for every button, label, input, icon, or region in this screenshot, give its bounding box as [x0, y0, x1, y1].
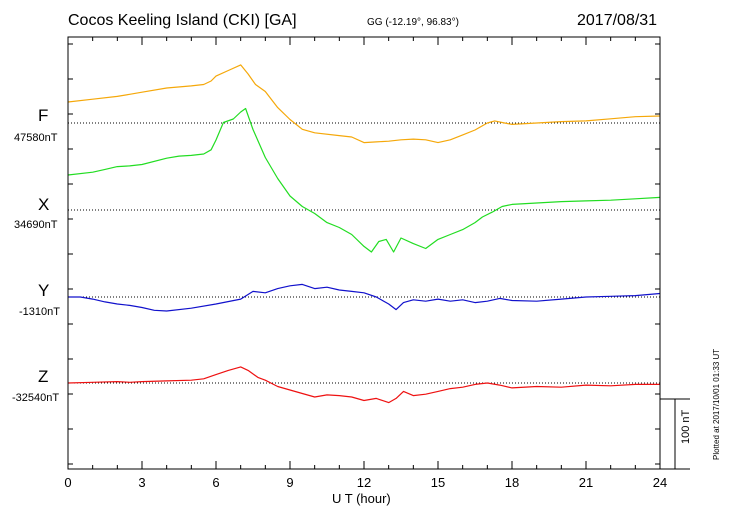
y-component-name: Y: [38, 281, 50, 300]
y-baseline-label: -1310nT: [19, 306, 60, 318]
series-y-line: [68, 283, 661, 312]
f-baseline-label: 47580nT: [14, 132, 58, 144]
x-tick-label: 18: [505, 475, 519, 490]
series-x-line: [67, 107, 661, 253]
plotted-timestamp: Plotted at 2017/10/01 01:33 UT: [712, 348, 721, 460]
f-component-name: F: [38, 106, 49, 125]
series-f-line: [67, 64, 661, 144]
x-tick-label: 3: [138, 475, 145, 490]
x-baseline-label: 34690nT: [14, 219, 58, 231]
coordinates-label: GG (-12.19°, 96.83°): [367, 17, 459, 28]
x-tick-label: 9: [286, 475, 293, 490]
z-component-name: Z: [38, 367, 49, 386]
x-tick-label: 6: [212, 475, 219, 490]
series-z-line: [67, 366, 660, 404]
plot-frame: [67, 36, 661, 470]
x-tick-label: 24: [653, 475, 667, 490]
x-tick-label: 0: [64, 475, 71, 490]
x-tick-label: 21: [579, 475, 593, 490]
x-axis-title: U T (hour): [332, 491, 391, 506]
x-tick-label: 15: [431, 475, 445, 490]
grid-layer: [68, 122, 660, 384]
station-title: Cocos Keeling Island (CKI) [GA]: [68, 12, 297, 29]
z-baseline-label: -32540nT: [12, 392, 60, 404]
date-label: 2017/08/31: [577, 12, 658, 29]
series-layer: [67, 64, 661, 404]
x-component-name: X: [38, 195, 50, 214]
x-tick-label: 12: [357, 475, 371, 490]
axis-layer: 0 3 6 9 12 15 18 21 24: [64, 36, 690, 490]
scale-bar-label: 100 nT: [680, 409, 692, 444]
